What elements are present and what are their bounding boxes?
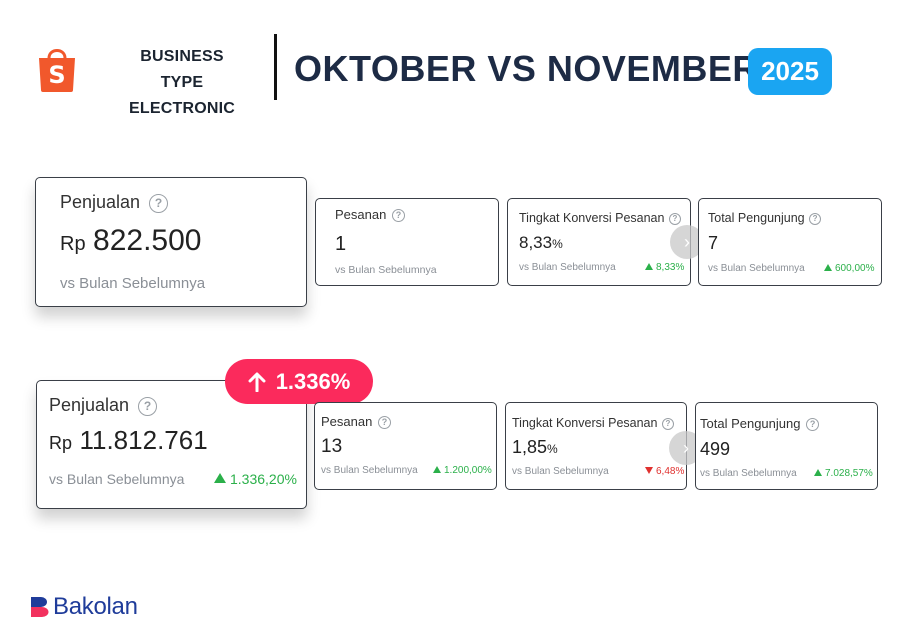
- brand-name: Bakolan: [53, 593, 138, 620]
- business-type-label: BUSINESS TYPE: [140, 48, 224, 91]
- sales-value: Rp 11.812.761: [49, 425, 208, 455]
- conversion-value: 1,85%: [512, 437, 558, 457]
- growth-value: 1.336%: [275, 368, 351, 394]
- arrow-up-icon: [248, 372, 266, 392]
- increase-arrow-icon: [433, 466, 441, 473]
- conversion-label: Tingkat Konversi Pesanan ?: [512, 416, 674, 430]
- conversion-value: 8,33%: [519, 233, 563, 252]
- page-title: OKTOBER VS NOVEMBER: [294, 48, 759, 89]
- november-visitors-card: Total Pengunjung ? 499 vs Bulan Sebelumn…: [695, 402, 878, 490]
- shopee-logo: S: [39, 49, 75, 92]
- svg-text:S: S: [48, 61, 65, 89]
- visitors-label: Total Pengunjung ?: [708, 211, 822, 225]
- orders-compare: vs Bulan Sebelumnya: [321, 465, 418, 476]
- growth-badge: 1.336%: [225, 359, 373, 404]
- business-type: BUSINESS TYPE ELECTRONIC: [117, 44, 247, 122]
- header-divider: [274, 34, 277, 100]
- conversion-compare: vs Bulan Sebelumnya: [512, 466, 609, 477]
- sales-value: Rp 822.500: [60, 224, 202, 257]
- help-icon[interactable]: ?: [668, 212, 681, 225]
- help-icon[interactable]: ?: [809, 212, 822, 225]
- help-icon[interactable]: ?: [138, 396, 158, 416]
- visitors-change: 600,00%: [824, 263, 874, 274]
- orders-label: Pesanan ?: [321, 414, 391, 430]
- sales-compare: vs Bulan Sebelumnya: [60, 275, 206, 292]
- increase-arrow-icon: [214, 473, 226, 483]
- conversion-label: Tingkat Konversi Pesanan ?: [519, 211, 681, 225]
- sales-change: 1.336,20%: [214, 471, 297, 487]
- help-icon[interactable]: ?: [391, 209, 405, 223]
- bakolan-mark-icon: [31, 597, 49, 617]
- help-icon[interactable]: ?: [377, 416, 391, 430]
- oktober-sales-card: Penjualan ? Rp 822.500 vs Bulan Sebelumn…: [35, 177, 307, 307]
- oktober-visitors-card: Total Pengunjung ? 7 vs Bulan Sebelumnya…: [698, 198, 882, 286]
- oktober-orders-card: Pesanan ? 1 vs Bulan Sebelumnya: [315, 198, 499, 286]
- orders-value: 1: [335, 233, 347, 255]
- sales-label: Penjualan ?: [60, 192, 169, 213]
- visitors-value: 499: [700, 439, 731, 459]
- bakolan-logo: Bakolan: [30, 593, 138, 621]
- business-type-value: ELECTRONIC: [129, 100, 235, 117]
- november-conversion-card: Tingkat Konversi Pesanan ? 1,85% vs Bula…: [505, 402, 687, 490]
- visitors-compare: vs Bulan Sebelumnya: [708, 263, 805, 274]
- increase-arrow-icon: [814, 469, 822, 476]
- help-icon[interactable]: ?: [149, 193, 169, 213]
- conversion-change: 6,48%: [645, 466, 684, 477]
- visitors-label: Total Pengunjung ?: [700, 416, 820, 432]
- help-icon[interactable]: ?: [661, 417, 674, 430]
- november-orders-card: Pesanan ? 13 vs Bulan Sebelumnya 1.200,0…: [314, 402, 497, 490]
- oktober-conversion-card: Tingkat Konversi Pesanan ? 8,33% vs Bula…: [507, 198, 691, 286]
- decrease-arrow-icon: [645, 467, 653, 474]
- year-badge: 2025: [748, 48, 832, 95]
- conversion-change: 8,33%: [645, 262, 684, 273]
- orders-change: 1.200,00%: [433, 465, 492, 476]
- conversion-compare: vs Bulan Sebelumnya: [519, 262, 616, 273]
- help-icon[interactable]: ?: [806, 418, 820, 432]
- orders-label: Pesanan ?: [335, 207, 405, 223]
- increase-arrow-icon: [824, 264, 832, 271]
- orders-compare: vs Bulan Sebelumnya: [335, 264, 437, 276]
- visitors-value: 7: [708, 233, 719, 253]
- increase-arrow-icon: [645, 263, 653, 270]
- visitors-compare: vs Bulan Sebelumnya: [700, 468, 797, 479]
- visitors-change: 7.028,57%: [814, 468, 873, 479]
- sales-compare: vs Bulan Sebelumnya: [49, 471, 185, 487]
- sales-label: Penjualan ?: [49, 395, 158, 416]
- orders-value: 13: [321, 436, 343, 457]
